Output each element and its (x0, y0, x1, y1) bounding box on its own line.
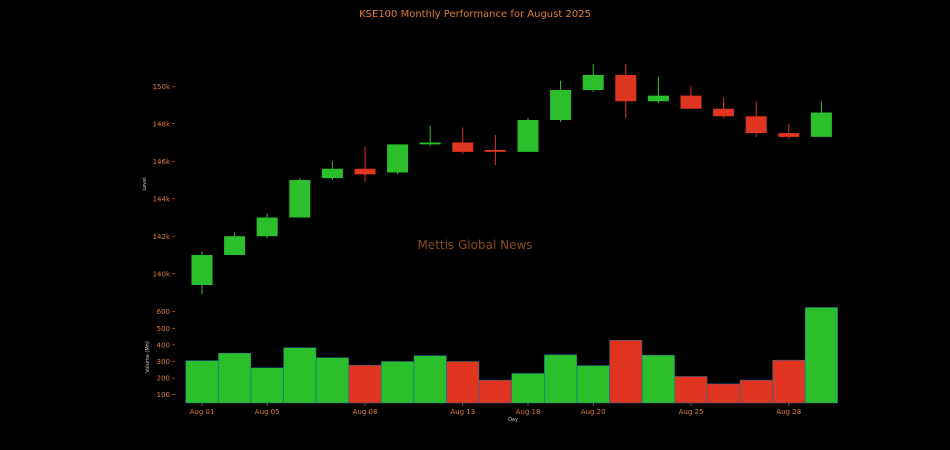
volume-bar (446, 361, 480, 404)
candle-body (778, 133, 800, 137)
volume-bar (218, 352, 252, 404)
volume-tick-label: 400 (157, 341, 170, 349)
volume-bar (511, 373, 545, 404)
volume-bar (283, 347, 317, 404)
x-tick-label: Aug 01 (190, 408, 215, 416)
watermark-text: Mettis Global News (417, 238, 532, 252)
volume-bar (315, 357, 349, 404)
volume-bar (804, 307, 838, 404)
price-tick-label: 142k (153, 233, 171, 241)
volume-tick-label: 300 (157, 358, 170, 366)
candle-body (713, 108, 735, 117)
price-tick-label: 148k (153, 120, 171, 128)
volume-bar (609, 339, 643, 404)
volume-bar (544, 354, 578, 404)
candle-body (810, 112, 832, 137)
volume-tick-label: 100 (157, 391, 170, 399)
candle-body (517, 120, 539, 152)
price-axis-label: Level (142, 177, 148, 190)
volume-tick-label: 500 (157, 325, 170, 333)
volume-bar (739, 379, 773, 404)
volume-bar (348, 364, 382, 404)
candle-body (452, 142, 474, 152)
candle-body (419, 142, 441, 145)
volume-axis-label: Volume (Mn) (145, 341, 151, 373)
x-tick-label: Aug 18 (516, 408, 541, 416)
candle-body (582, 75, 604, 90)
volume-bar (185, 360, 219, 404)
x-tick-label: Aug 28 (776, 408, 801, 416)
candle-body (256, 217, 278, 237)
volume-tick-label: 600 (157, 308, 170, 316)
volume-bar (674, 376, 708, 404)
volume-bar (576, 365, 610, 404)
x-tick-label: Aug 08 (353, 408, 378, 416)
candle-body (680, 95, 702, 109)
volume-tick-label: 200 (157, 375, 170, 383)
candle-body (321, 168, 343, 179)
candle-body (647, 95, 669, 102)
volume-bar (707, 383, 741, 404)
price-tick-label: 140k (153, 270, 171, 278)
volume-bar (641, 354, 675, 404)
candle-body (354, 168, 376, 175)
candle-body (745, 116, 767, 134)
volume-bar (478, 379, 512, 404)
x-axis-label: Day (508, 417, 518, 423)
candle-body (224, 236, 246, 255)
price-tick-label: 146k (153, 158, 171, 166)
price-tick-label: 150k (153, 83, 171, 91)
candle-body (550, 90, 572, 120)
chart-title: KSE100 Monthly Performance for August 20… (359, 9, 591, 20)
volume-bar (413, 355, 447, 404)
candle-body (484, 150, 506, 152)
volume-panel: 100 200 300 400 500 600 Aug 01 Aug 05 Aug 08 Aug … (157, 307, 838, 416)
x-tick-label: Aug 20 (581, 408, 606, 416)
volume-bar (250, 367, 284, 404)
candle-body (289, 180, 311, 218)
candle-body (615, 75, 637, 102)
x-tick-label: Aug 05 (255, 408, 280, 416)
volume-bar (772, 359, 806, 404)
candle-body (191, 255, 213, 285)
price-tick-label: 144k (153, 195, 171, 203)
x-tick-label: Aug 25 (679, 408, 704, 416)
x-tick-label: Aug 13 (450, 408, 475, 416)
price-panel: 140k 142k 144k 146k 148k 150k (153, 63, 832, 295)
volume-bar (381, 361, 415, 404)
candle-body (387, 144, 409, 173)
